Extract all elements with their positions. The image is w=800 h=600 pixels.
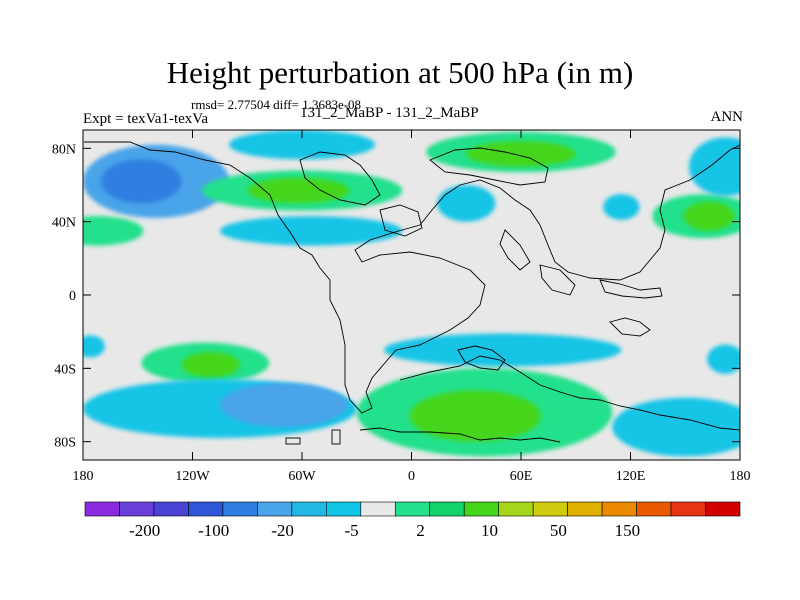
anomaly-region-north-pacific-core (101, 159, 182, 204)
colorbar-box (705, 501, 741, 517)
anomaly-region-southern-ocean-east-negative (612, 397, 740, 457)
x-tick-label: 120E (616, 469, 646, 484)
colorbar-box (257, 501, 293, 517)
rmsd-diff-stats: rmsd= 2.77504 diff= 1.3683e-08 (191, 97, 362, 112)
colorbar-box (429, 501, 465, 517)
x-tick-label: 180 (73, 469, 94, 484)
colorbar-label: -5 (344, 521, 358, 540)
colorbar-box (119, 501, 155, 517)
colorbar-box (360, 501, 396, 517)
anomaly-region-north-atlantic-negative (219, 216, 403, 246)
anomaly-region-south-pacific-positive-core (181, 351, 240, 378)
experiment-label: Expt = texVa1-texVa (83, 111, 209, 127)
colorbar-box (326, 501, 362, 517)
anomaly-region-north-pacific-east-core (683, 201, 735, 231)
colorbar-box (222, 501, 258, 517)
colorbar-box (463, 501, 499, 517)
anomaly-region-south-atlantic-negative (384, 333, 622, 367)
anomaly-region-indian-ocean-negative (707, 344, 740, 374)
anomaly-region-north-america-positive-core (247, 177, 350, 204)
anomaly-region-asia-negative (603, 194, 640, 220)
y-tick-label: 0 (69, 289, 76, 304)
x-tick-label: 180 (730, 469, 751, 484)
colorbar-box (601, 501, 637, 517)
x-tick-label: 120W (175, 469, 210, 484)
colorbar-box (291, 501, 327, 517)
y-tick-label: 80N (52, 142, 76, 157)
y-tick-label: 40N (52, 216, 76, 231)
colorbar-label: 50 (550, 521, 567, 540)
anomaly-region-arctic-eurasia-core (466, 141, 576, 167)
colorbar-box (84, 501, 120, 517)
anomaly-region-europe-negative (437, 185, 496, 222)
chart-title: Height perturbation at 500 hPa (in m) (166, 55, 634, 90)
anomaly-region-arctic-date-line-negative (688, 137, 740, 196)
colorbar-box (532, 501, 568, 517)
colorbar-box (567, 501, 603, 517)
season-label: ANN (710, 109, 744, 125)
x-tick-label: 60E (510, 469, 533, 484)
anomaly-region-north-atlantic-arctic-negative (229, 130, 375, 160)
x-tick-label: 60W (288, 469, 316, 484)
colorbar-label: 150 (615, 521, 641, 540)
colorbar-box (188, 501, 224, 517)
coastline-outline (84, 141, 740, 445)
y-tick-label: 80S (54, 436, 76, 451)
colorbar-box (670, 501, 706, 517)
colorbar-label: -100 (198, 521, 229, 540)
colorbar-label: 10 (481, 521, 498, 540)
case-label: 131_2_MaBP - 131_2_MaBP (300, 105, 479, 121)
colorbar-box (636, 501, 672, 517)
anomaly-region-pacific-north-positive (83, 216, 144, 246)
colorbar-box (394, 501, 431, 517)
anomaly-region-south-pacific-negative-core (219, 383, 348, 427)
y-tick-label: 40S (54, 362, 76, 377)
colorbar (84, 501, 741, 517)
colorbar-label: -200 (129, 521, 160, 540)
colorbar-label: 2 (416, 521, 425, 540)
colorbar-box (498, 501, 534, 517)
x-tick-label: 0 (408, 469, 415, 484)
anomaly-region-tropical-west-negative (83, 335, 105, 358)
colorbar-box (153, 501, 189, 517)
anomaly-region-southern-ocean-positive-core (409, 390, 542, 442)
colorbar-label: -20 (271, 521, 294, 540)
